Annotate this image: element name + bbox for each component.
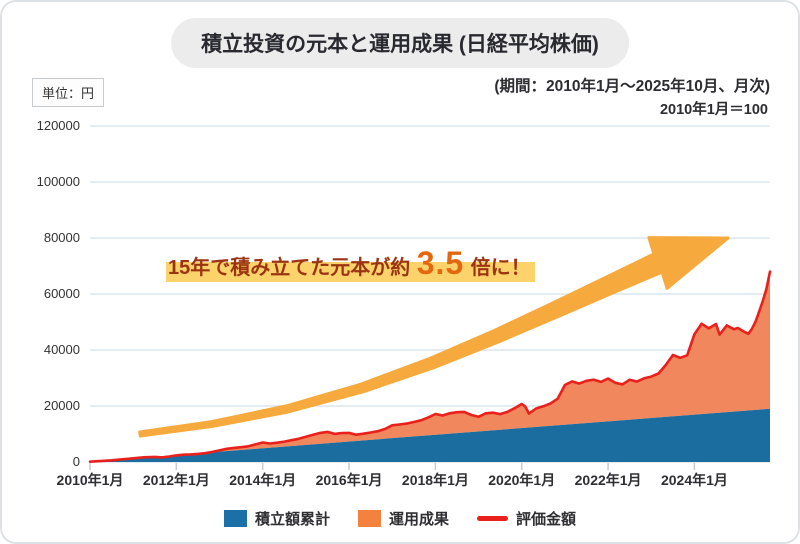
legend-label: 運用成果 bbox=[388, 511, 449, 528]
page-title-text: 積立投資の元本と運用成果 (日経平均株価) bbox=[201, 33, 599, 56]
legend-swatch-square bbox=[223, 510, 247, 527]
legend: 積立額累計 運用成果 評価金額 bbox=[2, 508, 798, 529]
unit-label: 単位：円 bbox=[32, 78, 105, 107]
legend-item: 運用成果 bbox=[357, 508, 449, 529]
page-title: 積立投資の元本と運用成果 (日経平均株価) bbox=[171, 18, 629, 68]
annotation-number: 3.5 bbox=[416, 245, 465, 281]
legend-item: 積立額累計 bbox=[223, 508, 330, 529]
valuation-line bbox=[88, 270, 772, 463]
growth-arrow bbox=[138, 236, 730, 438]
annotation: 15年で積み立てた元本が約 3.5 倍に！ bbox=[166, 245, 535, 282]
period-note: (期間：2010年1月～2025年10月、月次) bbox=[494, 78, 770, 95]
legend-swatch-square bbox=[357, 510, 381, 527]
gains-area bbox=[90, 271, 770, 462]
legend-item: 評価金額 bbox=[477, 508, 576, 529]
annotation-text-suffix: 倍に！ bbox=[470, 257, 531, 279]
principal-area bbox=[90, 408, 770, 462]
annotation-text-prefix: 15年で積み立てた元本が約 bbox=[168, 257, 411, 279]
legend-label: 評価金額 bbox=[516, 511, 577, 528]
legend-label: 積立額累計 bbox=[254, 511, 330, 528]
legend-swatch-line bbox=[477, 516, 508, 521]
annotation-highlight bbox=[166, 262, 535, 282]
base-index-note: 2010年1月＝100 bbox=[659, 102, 768, 118]
